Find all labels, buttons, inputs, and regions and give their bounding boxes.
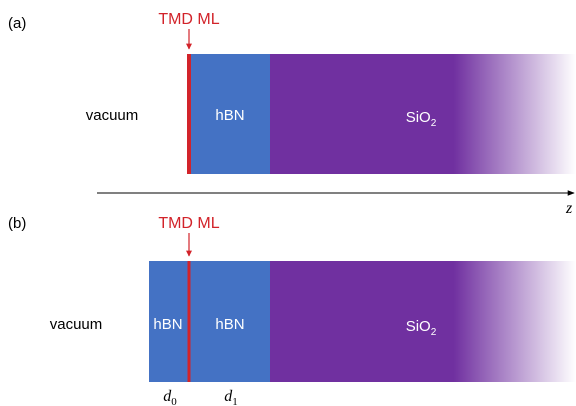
panel-a-hbn-layer [189, 54, 270, 174]
panel-a-vacuum-label: vacuum [86, 107, 139, 124]
thickness-d0-label: d0 [163, 388, 177, 406]
panel-a-tmd-marker-label: TMD ML [158, 11, 219, 28]
panel-a-sio2-label: SiO2 [406, 109, 437, 129]
panel-a-hbn-label: hBN [215, 107, 244, 124]
panel-b-vacuum-label: vacuum [50, 316, 103, 333]
panel-b-sio2-layer [270, 261, 576, 382]
panel-b-hbn-bottom-label: hBN [215, 316, 244, 333]
panel-a: (a) TMD ML vacuum hBN SiO2 [8, 11, 576, 174]
panel-b-tmd-marker-label: TMD ML [158, 215, 219, 232]
panel-b-sio2-label: SiO2 [406, 318, 437, 338]
panel-b-label: (b) [8, 215, 26, 232]
z-axis-label: z [565, 200, 573, 217]
z-axis: z [97, 190, 575, 217]
panel-a-sio2-layer [270, 54, 576, 174]
panel-b: (b) TMD ML vacuum hBN hBN SiO2 d0 d1 [8, 215, 576, 406]
panel-a-label: (a) [8, 15, 26, 32]
panel-b-hbn-top-label: hBN [153, 316, 182, 333]
panel-b-tmd-layer [187, 261, 191, 382]
thickness-d1-label: d1 [224, 388, 238, 406]
panel-b-hbn-layers [149, 261, 270, 382]
panel-a-tmd-layer [187, 54, 191, 174]
